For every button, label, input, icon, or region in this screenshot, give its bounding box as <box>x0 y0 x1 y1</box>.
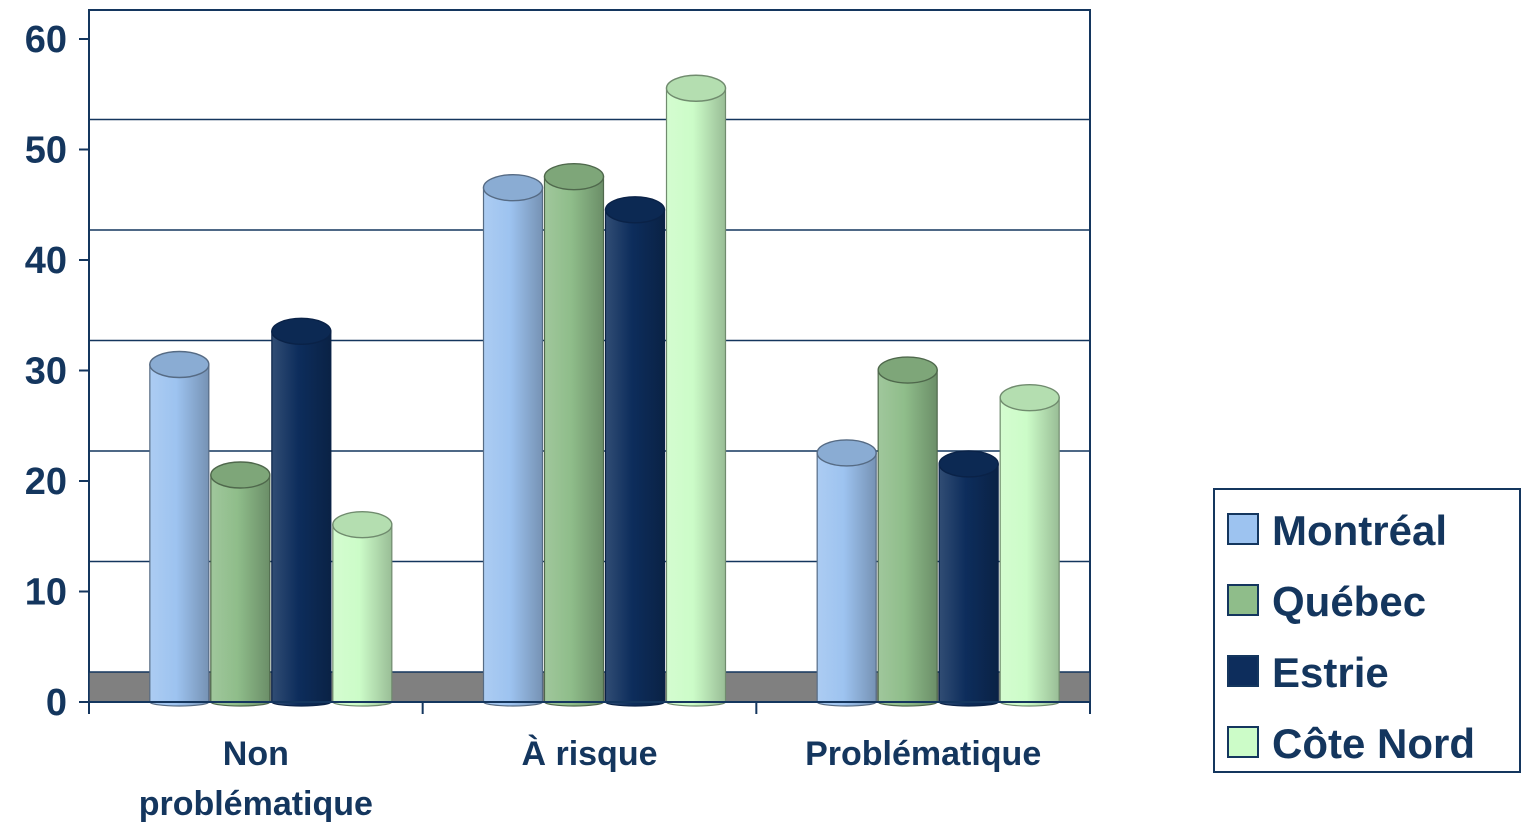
bar-montreal-cap <box>149 350 210 379</box>
bar-cote-nord-cap <box>332 511 393 539</box>
x-tick-label: problématique <box>139 785 373 823</box>
y-tick-label: 20 <box>25 461 67 503</box>
x-tick-label: Non <box>223 735 289 773</box>
x-tick-label: Problématique <box>805 735 1041 773</box>
bars-layer <box>149 74 1060 707</box>
legend-box <box>1213 488 1521 773</box>
bar-quebec-cap <box>877 356 938 384</box>
bar-estrie-cap <box>938 450 999 478</box>
legend-label-cote-nord: Côte Nord <box>1272 720 1475 767</box>
legend: Montréal Québec Estrie Côte Nord <box>1213 488 1521 773</box>
bar-estrie <box>604 209 666 707</box>
y-tick-label: 40 <box>25 240 67 282</box>
bar-estrie-cap <box>604 196 666 224</box>
legend-swatch-quebec <box>1227 584 1259 616</box>
y-tick-label: 60 <box>25 19 67 61</box>
legend-swatch-montreal <box>1227 513 1259 545</box>
bar-cote-nord <box>999 397 1060 707</box>
bar-cote-nord-cap <box>665 74 727 102</box>
bar-montreal <box>149 363 210 707</box>
y-tick-label: 0 <box>46 682 67 724</box>
bar-quebec <box>877 369 938 707</box>
bar-cote-nord <box>332 524 393 707</box>
x-tick-label: À risque <box>521 735 657 773</box>
y-tick-label: 50 <box>25 130 67 172</box>
bar-estrie <box>938 463 999 707</box>
bar-estrie-cap <box>271 317 332 346</box>
bar-montreal-cap <box>482 173 544 202</box>
bar-quebec <box>210 474 271 707</box>
bar-montreal-cap <box>816 439 877 467</box>
bar-cote-nord <box>665 87 727 707</box>
legend-label-estrie: Estrie <box>1272 649 1389 696</box>
legend-label-quebec: Québec <box>1272 578 1426 625</box>
legend-swatch-estrie <box>1227 655 1259 687</box>
bar-quebec <box>543 176 605 707</box>
y-tick-label: 10 <box>25 572 67 614</box>
axis-layer: 0 10 20 30 40 50 60 Non problématique À risque Pro… <box>25 19 1091 823</box>
bar-quebec-cap <box>543 162 605 191</box>
bar-estrie <box>271 330 332 707</box>
bar-quebec-cap <box>210 461 271 489</box>
legend-label-montreal: Montréal <box>1272 507 1447 554</box>
bar-cote-nord-cap <box>999 383 1060 412</box>
bar-montreal <box>816 452 877 707</box>
bar-montreal <box>482 187 544 707</box>
legend-swatch-cote-nord <box>1227 726 1259 758</box>
y-tick-label: 30 <box>25 351 67 393</box>
